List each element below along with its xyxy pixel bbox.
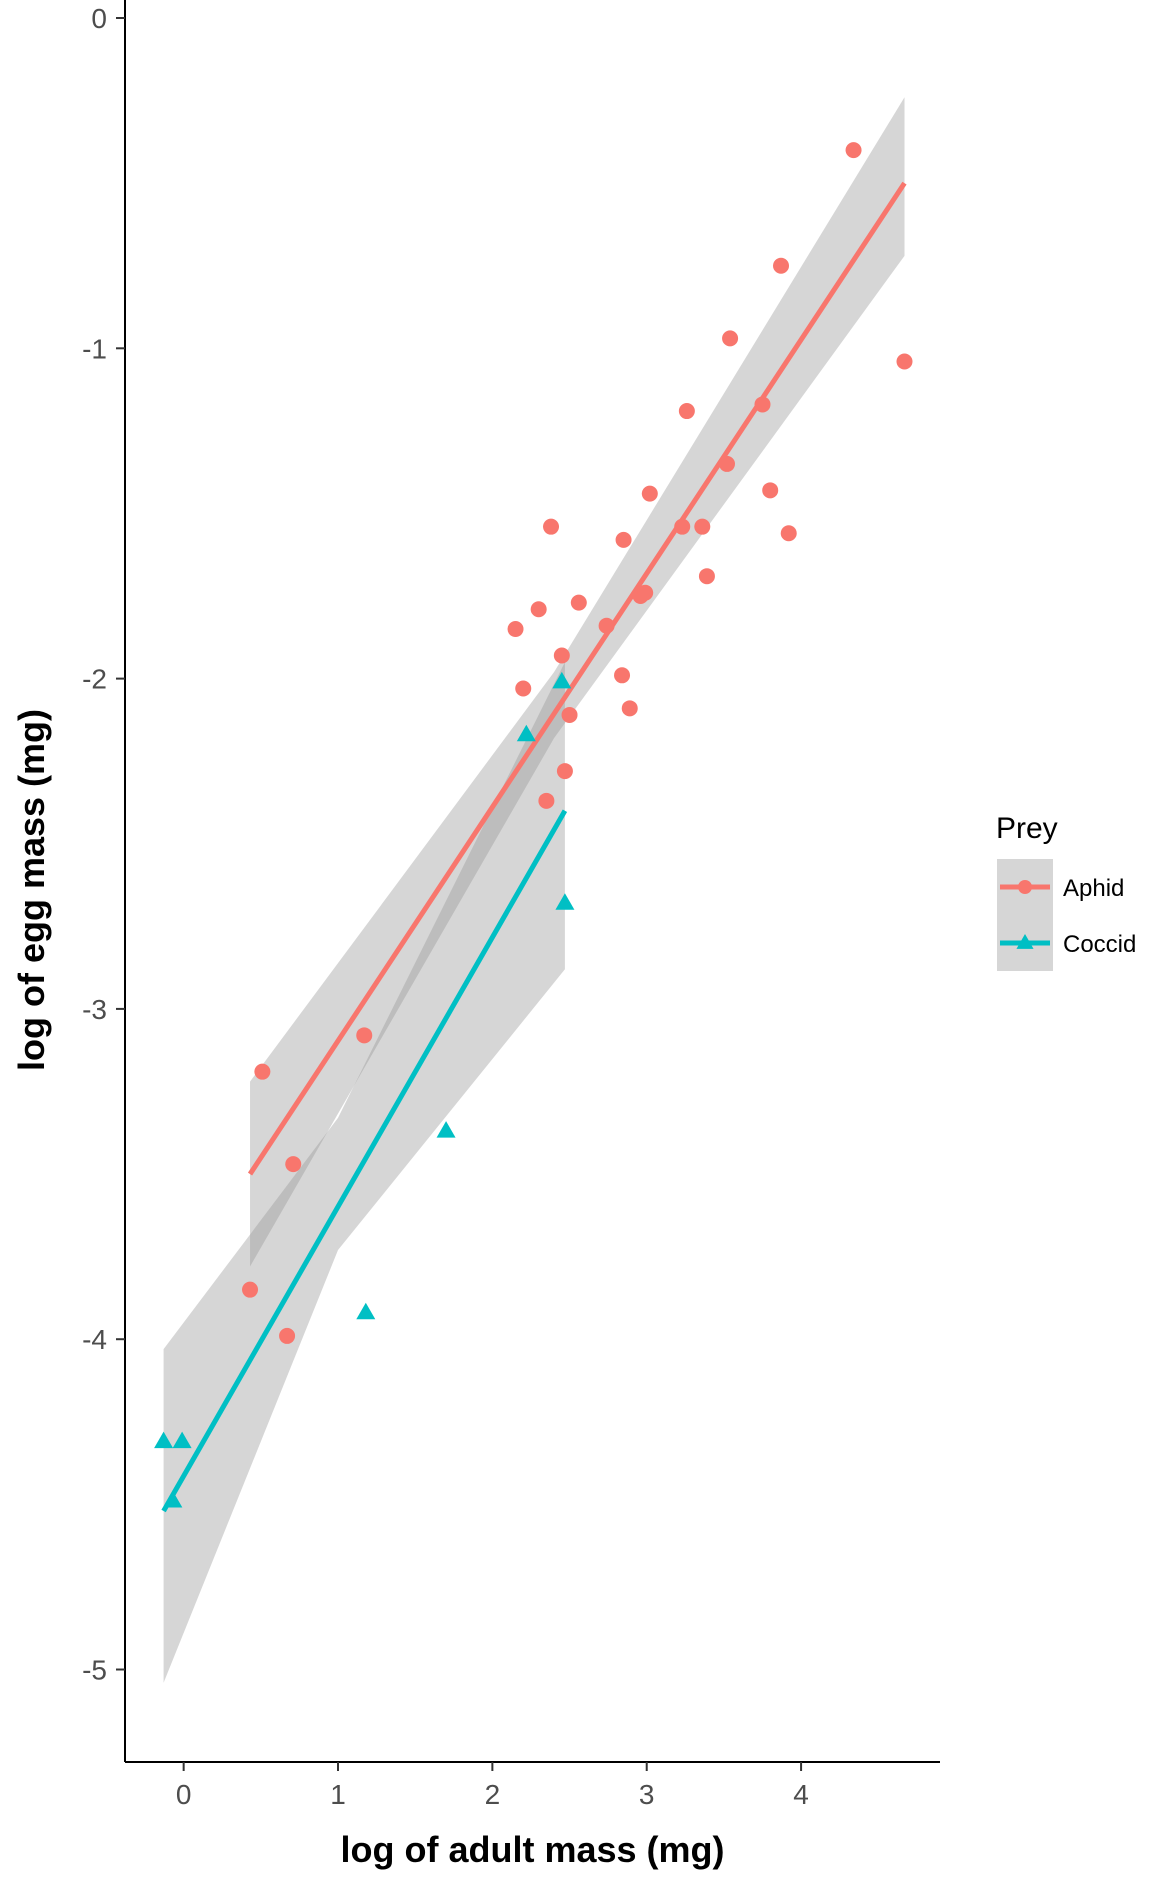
aphid-point bbox=[641, 485, 658, 502]
coccid-legend-marker bbox=[1016, 934, 1034, 949]
aphid-point bbox=[515, 680, 532, 697]
coccid-point bbox=[163, 1491, 183, 1508]
aphid-point bbox=[279, 1327, 296, 1344]
coccid-point bbox=[436, 1121, 456, 1138]
x-tick-label: 4 bbox=[793, 1779, 809, 1810]
aphid-point bbox=[615, 531, 632, 548]
aphid-point bbox=[556, 763, 573, 780]
aphid-point bbox=[356, 1027, 373, 1044]
y-axis-title: log of egg mass (mg) bbox=[11, 709, 52, 1071]
y-axis-ticks: 0 -1 -2 -3 -4 -5 bbox=[82, 3, 125, 1686]
x-axis-title: log of adult mass (mg) bbox=[340, 1829, 724, 1870]
aphid-fit-line bbox=[247, 181, 907, 1176]
aphid-point bbox=[698, 568, 715, 585]
coccid-point bbox=[516, 724, 536, 742]
aphid-point bbox=[543, 518, 560, 535]
coccid-point bbox=[356, 1302, 376, 1320]
aphid-point bbox=[285, 1156, 302, 1173]
y-tick-label: -1 bbox=[82, 333, 107, 364]
aphid-point bbox=[694, 518, 711, 535]
legend: Prey Aphid Coccid bbox=[996, 812, 1136, 971]
y-tick-label: -5 bbox=[82, 1655, 107, 1686]
x-tick-label: 3 bbox=[639, 1779, 655, 1810]
x-tick-label: 0 bbox=[176, 1779, 192, 1810]
aphid-point bbox=[242, 1281, 259, 1298]
aphid-point bbox=[754, 396, 771, 413]
aphid-legend-label: Aphid bbox=[1063, 875, 1124, 902]
aphid-point bbox=[762, 482, 779, 499]
aphid-point bbox=[637, 584, 654, 601]
axes: 0 1 2 3 4 0 -1 -2 -3 -4 -5 bbox=[82, 0, 940, 1810]
coccid-point bbox=[172, 1431, 192, 1449]
coccid-confidence-band bbox=[163, 662, 565, 1683]
y-tick-label: -4 bbox=[82, 1324, 107, 1355]
coccid-fit-line bbox=[161, 809, 568, 1513]
y-tick-label: -2 bbox=[82, 664, 107, 695]
aphid-point bbox=[722, 330, 739, 347]
aphid-point bbox=[674, 518, 691, 535]
legend-title: Prey bbox=[996, 812, 1058, 845]
data-points bbox=[154, 142, 913, 1508]
coccid-point bbox=[552, 671, 572, 689]
aphid-point bbox=[621, 700, 638, 717]
regression-lines bbox=[161, 181, 907, 1513]
coccid-legend-label: Coccid bbox=[1063, 931, 1136, 958]
y-tick-label: -3 bbox=[82, 994, 107, 1025]
aphid-point bbox=[845, 142, 862, 159]
aphid-point bbox=[553, 647, 570, 664]
x-tick-label: 1 bbox=[330, 1779, 346, 1810]
x-axis-ticks: 0 1 2 3 4 bbox=[176, 1762, 809, 1810]
aphid-point bbox=[561, 706, 578, 723]
legend-keys: Aphid Coccid bbox=[997, 859, 1136, 971]
aphid-point bbox=[780, 525, 797, 542]
aphid-point bbox=[507, 621, 524, 638]
coccid-point bbox=[555, 893, 575, 910]
aphid-point bbox=[530, 601, 547, 618]
aphid-point bbox=[538, 792, 555, 809]
coccid-point bbox=[154, 1431, 174, 1449]
aphid-point bbox=[598, 617, 615, 634]
y-tick-label: 0 bbox=[91, 3, 107, 34]
aphid-point bbox=[718, 455, 735, 472]
aphid-point bbox=[614, 667, 631, 684]
x-tick-label: 2 bbox=[485, 1779, 501, 1810]
aphid-point bbox=[254, 1063, 271, 1080]
aphid-point bbox=[896, 353, 913, 370]
aphid-point bbox=[678, 403, 695, 420]
aphid-point bbox=[570, 594, 587, 611]
confidence-bands bbox=[163, 97, 905, 1683]
aphid-point bbox=[773, 257, 790, 274]
aphid-legend-marker bbox=[1018, 880, 1032, 894]
